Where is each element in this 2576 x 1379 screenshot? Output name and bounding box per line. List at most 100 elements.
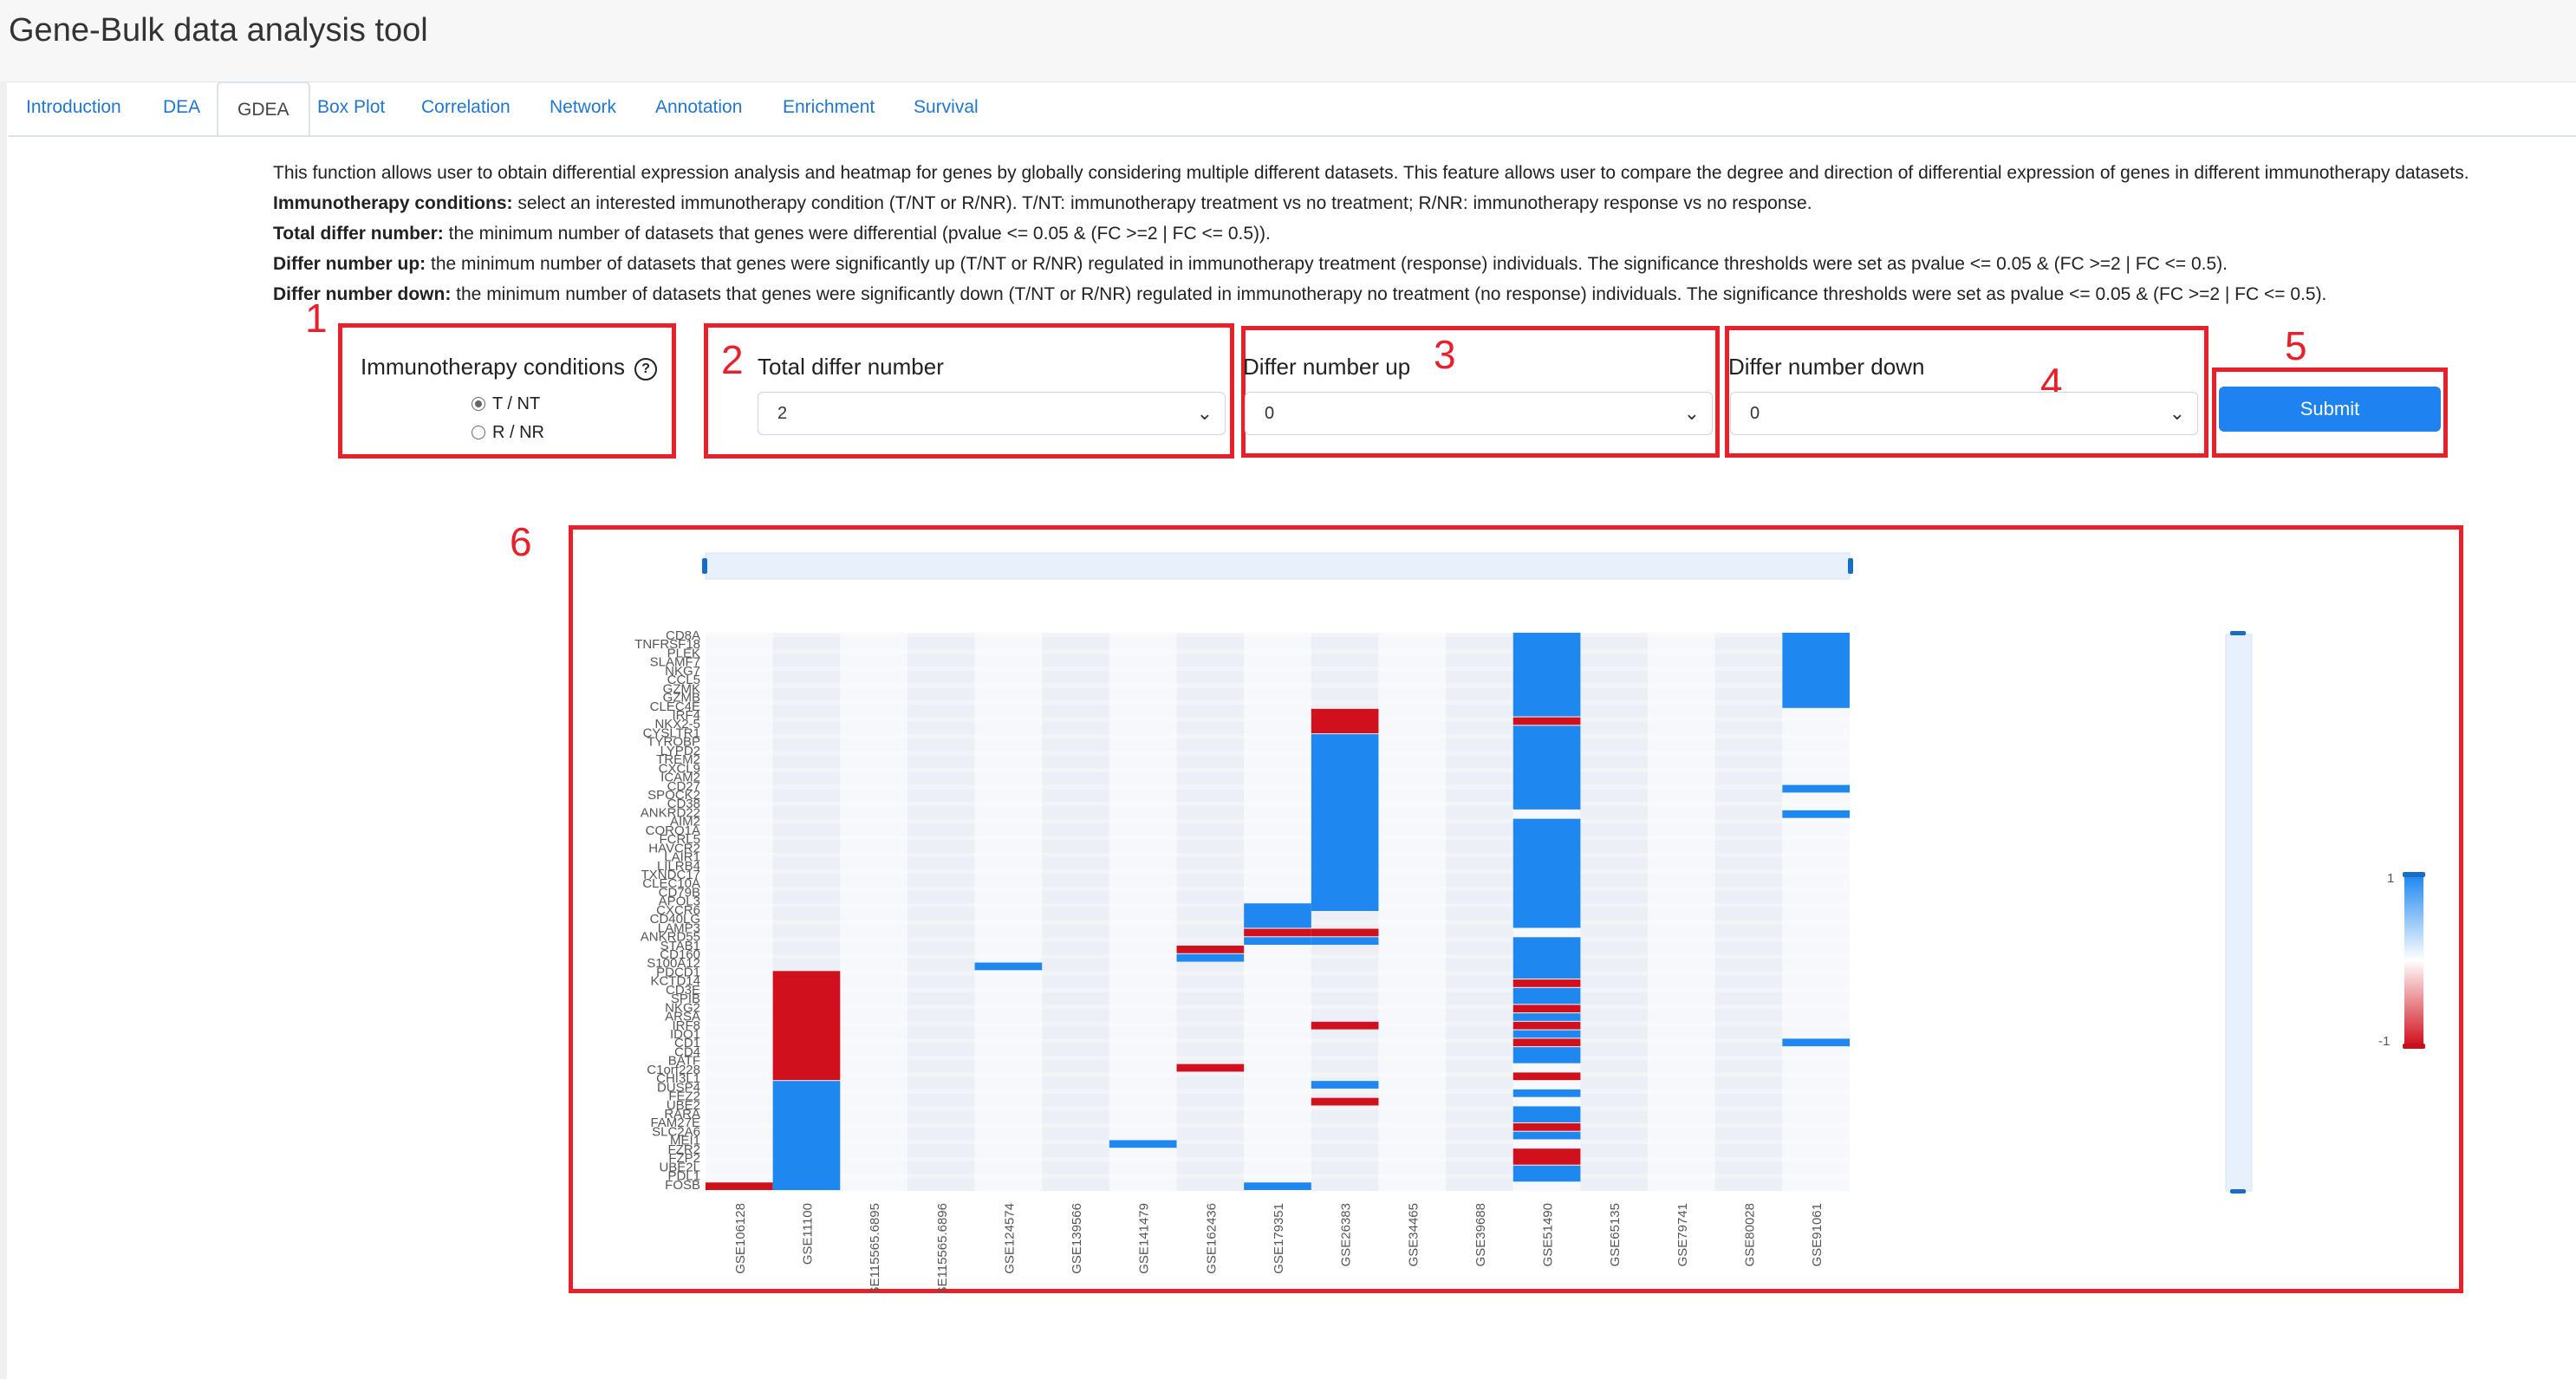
x-tick-label: GSE141479	[1137, 1203, 1152, 1274]
y-tick-label: CHI3L1	[656, 1071, 700, 1086]
description-term: Differ number down:	[273, 284, 452, 304]
row-stripe	[706, 633, 1850, 637]
horizontal-zoom-slider	[705, 552, 1851, 580]
column-band	[1109, 633, 1177, 1191]
differ-up-label: Differ number up	[1243, 354, 1411, 380]
differ-down-select[interactable]: 0 ⌄	[1730, 392, 2198, 435]
row-stripe	[706, 802, 1850, 807]
y-tick-label: IRF4	[672, 708, 700, 723]
tab-survival[interactable]: Survival	[914, 97, 979, 117]
description-term: Total differ number:	[273, 224, 444, 244]
x-tick-label: GSE34465	[1406, 1203, 1421, 1266]
y-tick-label: CXCL9	[659, 761, 700, 776]
annotation-number-6: 6	[510, 519, 532, 564]
heatmap-cell	[1512, 717, 1581, 725]
column-band	[1446, 633, 1513, 1191]
total-differ-select[interactable]: 2 ⌄	[758, 392, 1226, 435]
heatmap-cell	[1244, 937, 1311, 946]
annotation-box-4	[1725, 326, 2208, 458]
differ-up-select[interactable]: 0 ⌄	[1245, 392, 1713, 435]
y-tick-label: SLAMF7	[650, 655, 700, 670]
row-stripe	[706, 649, 1850, 654]
y-tick-label: SPIB	[671, 992, 700, 1006]
y-tick-label: TNFRSF18	[634, 637, 700, 652]
tab-dea[interactable]: DEA	[163, 97, 201, 117]
conditions-label: Immunotherapy conditions ?	[361, 354, 658, 381]
radio-button[interactable]	[472, 426, 485, 439]
row-stripe	[706, 1174, 1850, 1179]
question-circle-icon[interactable]: ?	[634, 358, 658, 381]
row-stripe	[706, 1156, 1850, 1161]
column-band	[1378, 633, 1447, 1191]
differ-down-label: Differ number down	[1728, 354, 1925, 380]
heatmap-cell	[1311, 1021, 1379, 1030]
y-tick-label: CXCR6	[656, 903, 700, 918]
tab-enrichment[interactable]: Enrichment	[783, 97, 875, 117]
vertical-zoom-slider	[2225, 634, 2253, 1192]
heatmap-cell	[772, 971, 841, 1081]
y-tick-label: GZMB	[663, 691, 700, 706]
heatmap-cell	[1512, 987, 1581, 1005]
x-tick-label: GSE65135	[1608, 1203, 1623, 1266]
x-tick-label: GSE179351	[1272, 1203, 1286, 1274]
zoom-handle-right[interactable]	[1848, 558, 1853, 574]
zoom-handle-top[interactable]	[2230, 631, 2246, 635]
row-stripe	[706, 1055, 1850, 1060]
x-tick-label: GSE51490	[1541, 1203, 1556, 1266]
column-band	[1042, 633, 1109, 1191]
y-tick-label: HAVCR2	[648, 841, 700, 855]
tab-correlation[interactable]: Correlation	[421, 97, 511, 117]
row-stripe	[706, 734, 1850, 738]
heatmap-cell	[1176, 953, 1245, 962]
row-stripe	[706, 1089, 1850, 1094]
chevron-down-icon: ⌄	[1683, 402, 1700, 424]
left-gutter	[0, 81, 7, 1379]
y-tick-label: MEI1	[670, 1134, 700, 1148]
gdea-heatmap: CD8ATNFRSF18PLEKSLAMF7NKG7CCL5GZMKGZMBCL…	[634, 552, 2425, 1293]
heatmap-cell	[1512, 725, 1581, 810]
heatmap-cell	[1109, 1140, 1177, 1148]
y-tick-label: IRF8	[672, 1018, 700, 1033]
zoom-handle-bottom[interactable]	[2230, 1189, 2246, 1194]
submit-button[interactable]: Submit	[2219, 387, 2441, 432]
row-stripe	[706, 717, 1850, 722]
y-tick-label: KCTD14	[650, 974, 700, 989]
annotation-box-6	[569, 525, 2463, 1293]
row-stripe	[706, 1021, 1850, 1026]
heatmap-cell	[1512, 1106, 1581, 1122]
heatmap-cell	[1782, 1038, 1850, 1047]
x-tick-label: GSE11100	[800, 1203, 815, 1265]
heatmap-cell	[1311, 928, 1379, 937]
tab-network[interactable]: Network	[550, 97, 617, 117]
radio-t-nt[interactable]: T / NT	[472, 394, 540, 414]
visual-map-handle-top	[2403, 872, 2425, 877]
radio-button-checked[interactable]	[472, 397, 485, 411]
tab-gdea[interactable]: GDEA	[217, 81, 310, 135]
heatmap-cell	[1512, 1122, 1581, 1131]
app-header: Gene-Bulk data analysis tool	[0, 0, 2576, 82]
y-tick-label: STAB1	[660, 939, 700, 953]
heatmap-cell	[1512, 1047, 1581, 1064]
heatmap-cell	[1512, 979, 1581, 987]
y-tick-label: UBE2	[667, 1098, 700, 1113]
tab-introduction[interactable]: Introduction	[26, 97, 121, 117]
column-band	[974, 633, 1043, 1191]
y-tick-label: AIM2	[670, 815, 700, 829]
tab-annotation[interactable]: Annotation	[655, 97, 743, 117]
radio-r-nr[interactable]: R / NR	[472, 423, 544, 443]
annotation-number-3: 3	[1434, 332, 1456, 377]
row-stripe	[706, 1072, 1850, 1077]
description-line: Differ number up: the minimum number of …	[273, 254, 2228, 274]
heatmap-cell	[1311, 708, 1379, 734]
y-tick-label: TREM2	[656, 752, 700, 767]
tab-bar: Introduction DEA GDEA Box Plot Correlati…	[9, 81, 2576, 137]
y-tick-label: CD4	[674, 1044, 700, 1059]
zoom-handle-left[interactable]	[702, 558, 707, 574]
tab-box-plot[interactable]: Box Plot	[317, 97, 386, 117]
heatmap-cell	[1782, 784, 1850, 793]
x-tick-label: GSE39688	[1473, 1203, 1488, 1266]
column-band	[1714, 633, 1783, 1191]
row-stripe	[706, 667, 1850, 671]
y-tick-label: FOSB	[665, 1178, 700, 1193]
y-tick-label: NKG2	[665, 1000, 700, 1015]
